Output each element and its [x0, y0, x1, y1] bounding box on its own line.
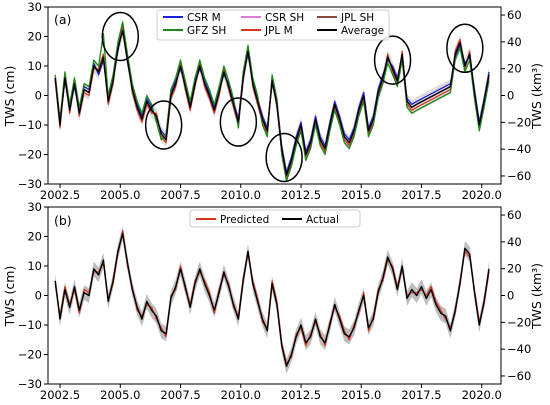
x-tick-label: 2020.0	[462, 188, 502, 202]
x-tick-label: 2012.5	[281, 388, 321, 402]
y-tick-label-right: −60	[507, 369, 531, 383]
x-tick-label: 2002.5	[40, 388, 80, 402]
panel-a-ylabel-right: TWS (km³)	[529, 63, 544, 130]
highlight-ellipse	[373, 35, 412, 85]
y-tick-label: −10	[18, 318, 42, 332]
uncertainty-band	[55, 226, 489, 374]
x-tick-label: 2007.5	[160, 188, 200, 202]
x-tick-label: 2012.5	[281, 188, 321, 202]
legend-label: JPL M	[264, 25, 293, 37]
panel-b-axes: 2002.5 2005.0 2007.5 2010.0 2012.5 2015.0 2017…	[18, 200, 532, 402]
y-tick-label: −20	[18, 348, 42, 362]
uncertainty-band	[55, 23, 489, 183]
y-tick-label-right: 60	[507, 208, 522, 222]
x-tick-label: 2010.0	[221, 188, 261, 202]
panel-a-axes: 2002.5 2005.0 2007.5 2010.0 2012.5 2015.0 2017…	[18, 0, 532, 202]
y-tick-label-right: −20	[507, 115, 531, 129]
x-tick-label: 2015.0	[341, 388, 381, 402]
y-tick-label-right: 60	[507, 8, 522, 22]
y-tick-label: 30	[27, 0, 42, 14]
panel-b-ylabel: TWS (cm)	[2, 266, 17, 328]
panel-b-legend: Predicted Actual	[189, 209, 361, 228]
y-tick-label-right: 20	[507, 262, 522, 276]
legend-label: JPL SH	[340, 12, 374, 24]
y-tick-label: −30	[18, 377, 42, 391]
y-tick-label: 20	[27, 230, 42, 244]
y-tick-label: −30	[18, 177, 42, 191]
legend-label: Predicted	[220, 214, 269, 226]
panel-b: 2002.5 2005.0 2007.5 2010.0 2012.5 2015.0 2017…	[2, 200, 544, 402]
y-tick-label-right: −40	[507, 142, 531, 156]
y-tick-label-right: 0	[507, 289, 514, 303]
series-line-gfz-sh	[54, 21, 490, 182]
legend-box	[189, 209, 361, 228]
y-tick-label: 0	[35, 89, 42, 103]
legend-label: CSR SH	[265, 12, 304, 24]
series-line-actual	[54, 232, 490, 367]
y-tick-label-right: 0	[507, 89, 514, 103]
x-tick-label: 2007.5	[160, 388, 200, 402]
legend-label: CSR M	[187, 12, 221, 24]
y-tick-label: 10	[27, 59, 42, 73]
highlight-ellipse	[101, 11, 140, 62]
y-tick-label: 0	[35, 289, 42, 303]
x-tick-label: 2017.5	[401, 188, 441, 202]
y-tick-label: −10	[18, 118, 42, 132]
highlight-ellipse	[446, 23, 484, 74]
y-tick-label-right: −40	[507, 342, 531, 356]
y-tick-label: 20	[27, 30, 42, 44]
y-tick-label: 10	[27, 259, 42, 273]
highlight-ellipse	[144, 100, 183, 150]
x-tick-label: 2002.5	[40, 188, 80, 202]
series-line-average	[54, 29, 490, 176]
panel-b-ylabel-right: TWS (km³)	[529, 263, 544, 330]
panel-a-tag: (a)	[54, 12, 71, 27]
legend-label: Average	[341, 25, 384, 37]
legend-label: Actual	[306, 214, 339, 226]
y-tick-label-right: 40	[507, 235, 522, 249]
x-tick-label: 2015.0	[341, 188, 381, 202]
highlight-ellipse	[219, 97, 258, 147]
x-tick-label: 2005.0	[100, 188, 140, 202]
x-tick-label: 2005.0	[100, 388, 140, 402]
y-tick-label-right: −60	[507, 169, 531, 183]
y-tick-label-right: −20	[507, 315, 531, 329]
legend-label: GFZ SH	[187, 25, 226, 37]
y-tick-label-right: 20	[507, 62, 522, 76]
y-tick-label: 30	[27, 200, 42, 214]
panel-b-tag: (b)	[54, 213, 72, 228]
panel-a-plot-area	[54, 11, 490, 183]
x-tick-label: 2017.5	[401, 388, 441, 402]
y-tick-label-right: 40	[507, 35, 522, 49]
panel-a-ylabel: TWS (cm)	[2, 66, 17, 128]
panel-a: 2002.5 2005.0 2007.5 2010.0 2012.5 2015.0 2017…	[2, 0, 544, 202]
x-tick-label: 2020.0	[462, 388, 502, 402]
panel-b-plot-area	[54, 226, 490, 374]
highlight-ellipse	[265, 132, 303, 183]
x-tick-label: 2010.0	[221, 388, 261, 402]
y-tick-label: −20	[18, 148, 42, 162]
